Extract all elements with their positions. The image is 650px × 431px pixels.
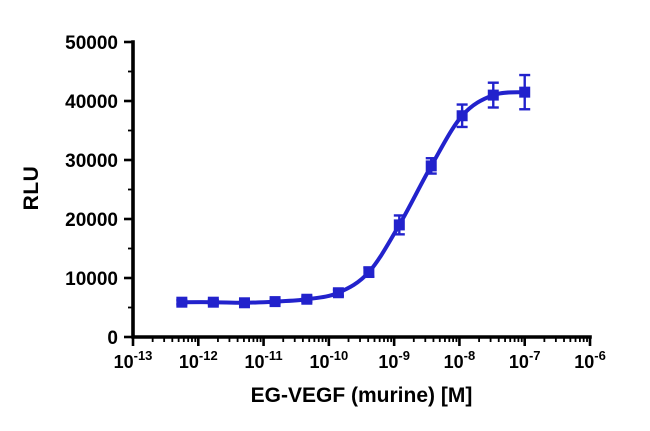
data-point xyxy=(176,296,188,308)
y-tick-label: 50000 xyxy=(65,33,118,54)
data-point xyxy=(363,266,375,278)
fit-curve xyxy=(179,90,527,305)
data-point xyxy=(207,296,219,308)
x-axis-title: EG-VEGF (murine) [M] xyxy=(250,384,473,407)
data-point xyxy=(301,293,313,305)
x-tick-label: 10-11 xyxy=(245,348,283,372)
axes xyxy=(131,40,592,339)
data-point xyxy=(238,297,250,309)
x-tick-label: 10-8 xyxy=(444,348,476,372)
data-point xyxy=(393,219,405,231)
y-axis-title: RLU xyxy=(20,165,43,211)
data-point xyxy=(425,160,437,172)
y-tick-label: 30000 xyxy=(65,151,118,172)
data-point xyxy=(519,86,531,98)
y-tick-label: 0 xyxy=(107,328,118,349)
x-tick-label: 10-10 xyxy=(309,348,348,372)
x-tick-label: 10-12 xyxy=(179,348,218,372)
x-tick-label: 10-9 xyxy=(378,348,410,372)
y-tick-label: 40000 xyxy=(65,92,118,113)
x-tick-label: 10-7 xyxy=(509,348,541,372)
data-point xyxy=(487,89,499,101)
x-tick-label: 10-13 xyxy=(114,348,153,372)
x-tick-label: 10-6 xyxy=(574,348,606,372)
data-point xyxy=(332,287,344,299)
data-point xyxy=(269,296,281,308)
y-tick-label: 20000 xyxy=(65,210,118,231)
data-point xyxy=(456,110,468,122)
y-tick-label: 10000 xyxy=(65,269,118,290)
